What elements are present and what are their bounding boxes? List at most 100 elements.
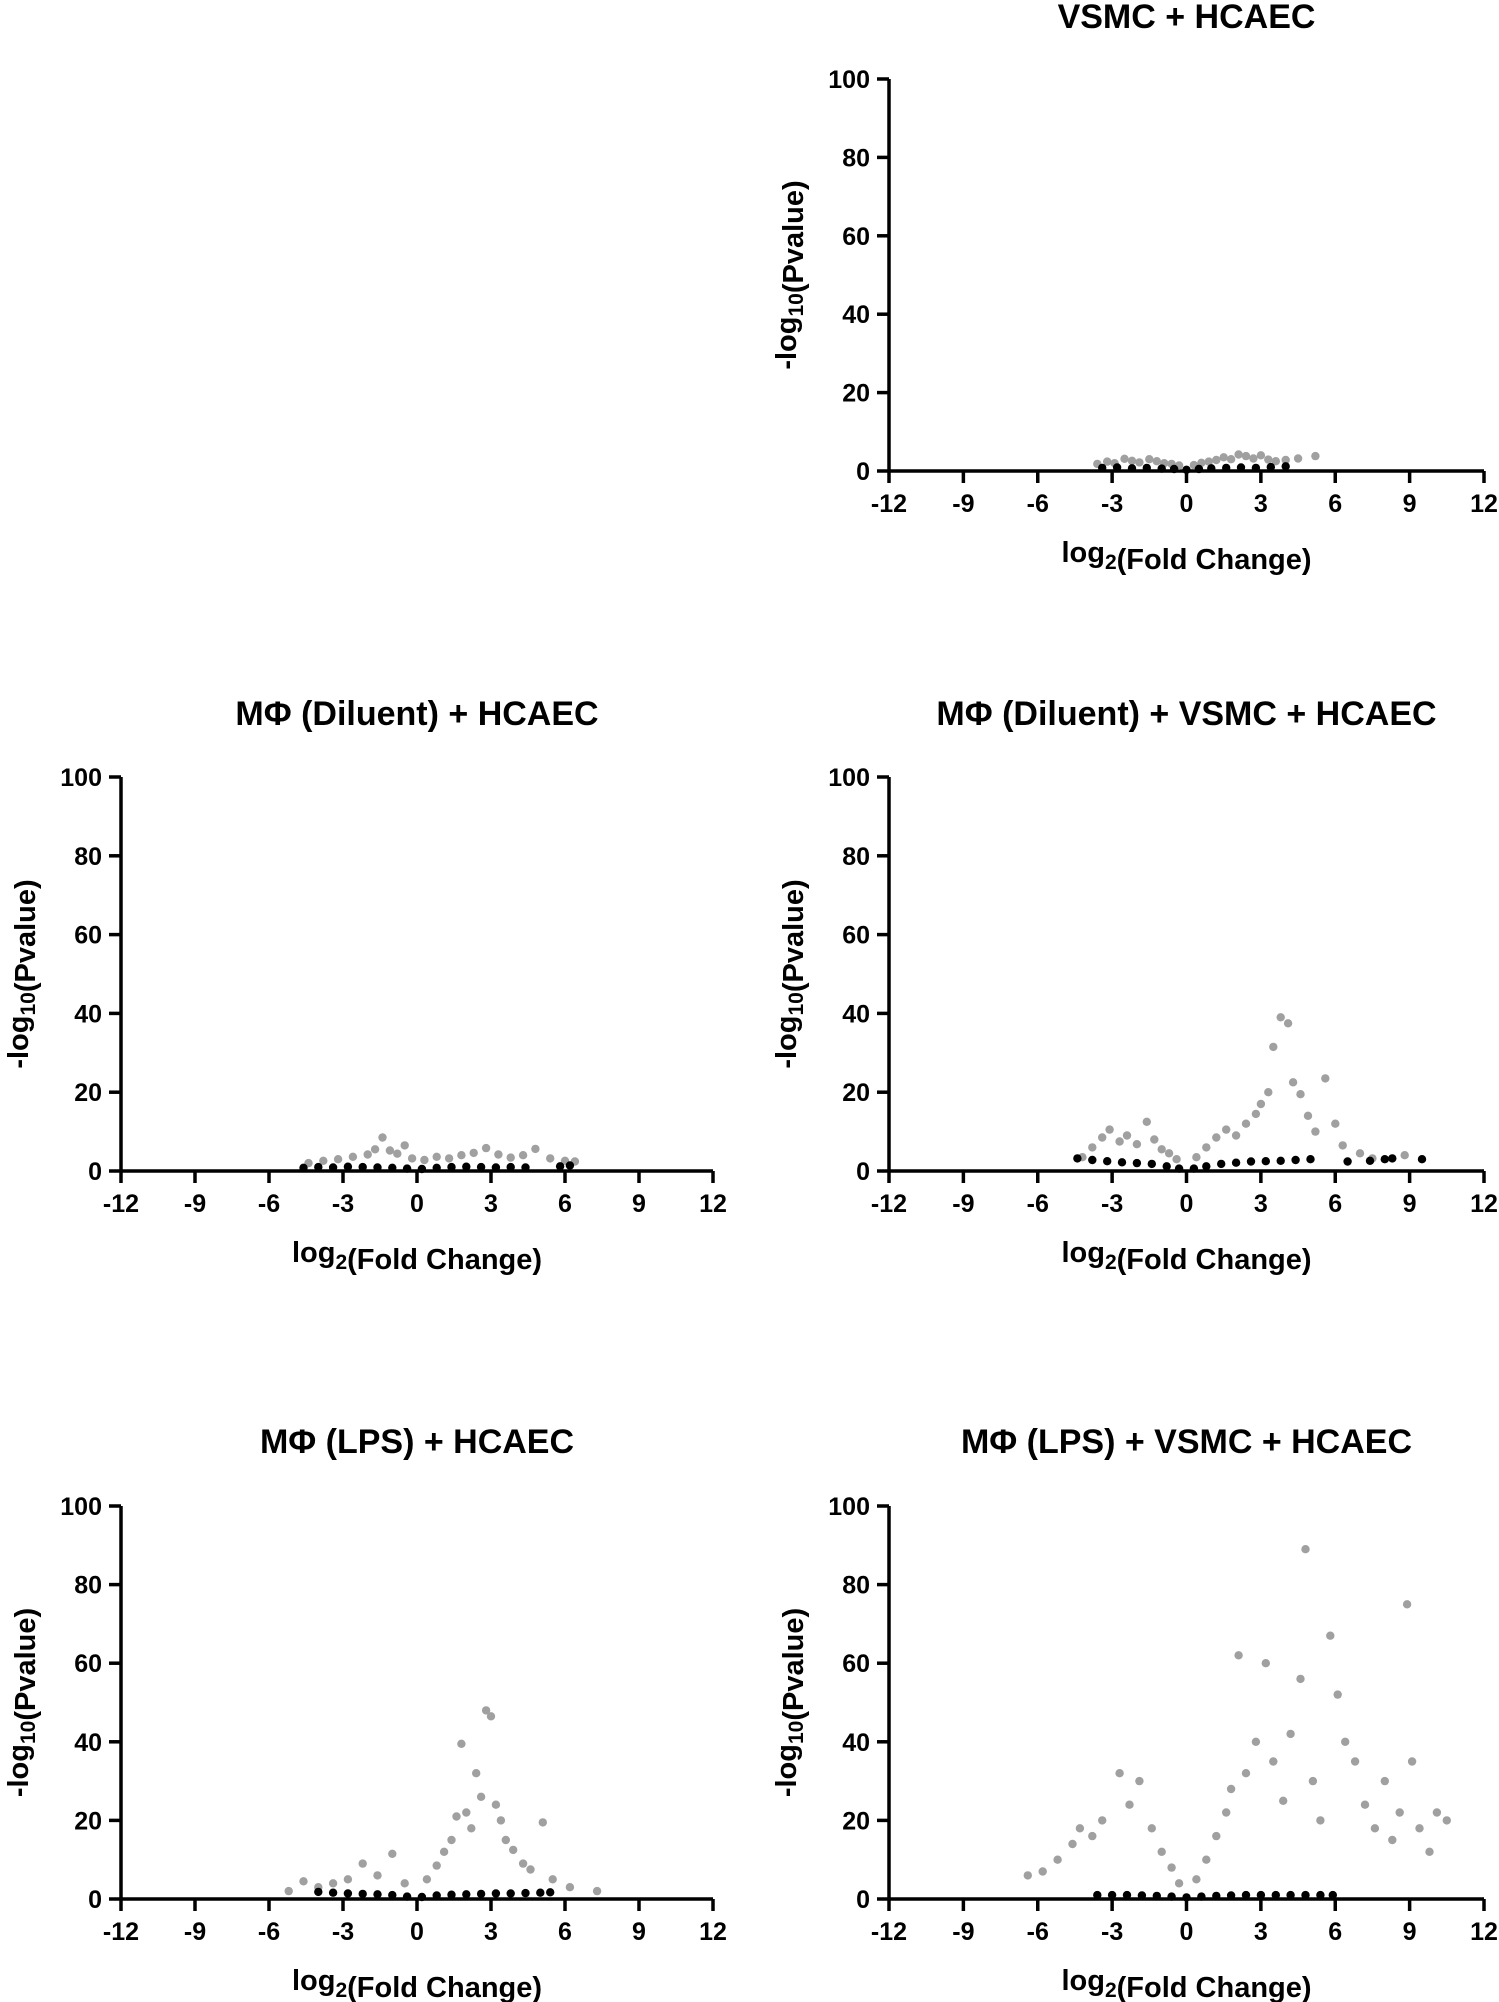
data-point [506, 1889, 515, 1898]
x-tick-label: 3 [1254, 490, 1268, 518]
data-point [1380, 1155, 1390, 1164]
data-point [506, 1162, 515, 1172]
series-2 [299, 1161, 575, 1174]
data-point [1174, 1164, 1184, 1173]
x-tick-label: 9 [1403, 490, 1417, 518]
series-1 [284, 1706, 602, 1896]
data-point [531, 1144, 540, 1154]
data-point [1316, 1890, 1325, 1900]
data-point [1182, 465, 1191, 474]
data-point [1306, 1155, 1315, 1164]
data-point [462, 1808, 471, 1817]
data-point [565, 1883, 575, 1892]
x-tick-label: -12 [871, 1918, 907, 1946]
data-point [1417, 1155, 1427, 1164]
x-tick-label: -6 [1027, 490, 1049, 518]
y-tick-label: 0 [856, 1158, 870, 1186]
series-2 [1073, 1154, 1427, 1173]
data-point [1407, 1757, 1417, 1766]
data-point [1350, 1757, 1360, 1766]
data-point [526, 1865, 535, 1874]
y-tick-label: 100 [60, 764, 102, 792]
series-1 [1078, 1013, 1409, 1164]
series-2 [1093, 1890, 1338, 1902]
data-point [1212, 1891, 1221, 1901]
data-point [333, 1155, 343, 1164]
data-point [491, 1889, 501, 1898]
data-point [358, 1859, 367, 1868]
x-axis-label: log2(Fold Change) [292, 1965, 542, 2002]
data-point [457, 1151, 466, 1160]
data-point [1088, 1155, 1097, 1165]
data-point [1432, 1808, 1442, 1817]
data-point [420, 1155, 429, 1165]
data-point [1281, 455, 1290, 465]
data-point [378, 1133, 387, 1142]
data-point [486, 1712, 496, 1721]
x-tick-label: 9 [1403, 1190, 1417, 1218]
x-tick-label: -3 [1101, 490, 1123, 518]
data-point [388, 1849, 397, 1859]
y-tick-label: 80 [842, 1572, 870, 1600]
data-point [1341, 1737, 1350, 1747]
data-point [1326, 1631, 1335, 1640]
y-axis-label: -log10(Pvalue) [3, 879, 42, 1068]
y-tick-label: 20 [74, 1079, 102, 1107]
data-point [565, 1161, 575, 1170]
data-point [1425, 1847, 1434, 1857]
x-tick-label: -12 [103, 1190, 139, 1218]
volcano-plot-1: VSMC + HCAEC -12 -9 -6 -3 0 3 6 9 12 0 20 40 60 80 100 l… [771, 0, 1498, 576]
data-point [1202, 1162, 1211, 1171]
data-point [1261, 1157, 1271, 1166]
y-tick-label: 100 [828, 1493, 870, 1521]
data-point [1246, 1157, 1256, 1166]
data-point [1115, 1137, 1124, 1146]
data-point [521, 1163, 530, 1172]
data-point [1105, 1125, 1114, 1134]
data-point [1192, 1153, 1201, 1162]
y-axis-label: -log10(Pvalue) [771, 879, 810, 1068]
data-point [548, 1875, 557, 1884]
data-point [1365, 1156, 1375, 1166]
data-point [1023, 1871, 1032, 1880]
data-point [1189, 1164, 1199, 1173]
data-point [1388, 1154, 1397, 1163]
y-tick-label: 40 [842, 301, 870, 329]
x-tick-label: -9 [952, 490, 974, 518]
data-point [1127, 464, 1137, 473]
data-point [1219, 453, 1228, 462]
data-point [1321, 1074, 1330, 1083]
data-point [1241, 1890, 1251, 1900]
x-tick-label: 9 [632, 1918, 646, 1946]
x-tick-label: 0 [1180, 1918, 1194, 1946]
series-1 [1093, 450, 1320, 470]
data-point [1388, 1835, 1397, 1845]
y-tick-label: 80 [74, 1572, 102, 1600]
data-point [476, 1162, 486, 1172]
y-tick-label: 60 [74, 1650, 102, 1678]
data-point [1380, 1776, 1390, 1786]
data-point [546, 1888, 555, 1897]
data-point [385, 1146, 395, 1155]
data-point [1117, 1158, 1127, 1167]
y-tick-label: 80 [74, 843, 102, 871]
x-tick-label: 12 [699, 1190, 727, 1218]
data-point [1212, 455, 1221, 465]
x-tick-label: -6 [1027, 1918, 1049, 1946]
data-point [1231, 1131, 1241, 1140]
data-point [1234, 1651, 1243, 1660]
x-tick-label: 3 [484, 1190, 498, 1218]
x-tick-label: 0 [1180, 1190, 1194, 1218]
x-tick-label: -3 [1101, 1918, 1123, 1946]
x-tick-label: 9 [632, 1190, 646, 1218]
data-point [1137, 1891, 1147, 1900]
y-tick-label: 0 [88, 1886, 102, 1914]
data-point [1135, 458, 1144, 467]
data-point [348, 1152, 358, 1162]
data-point [1073, 1154, 1082, 1163]
x-tick-label: 12 [1470, 490, 1498, 518]
x-axis-label: log2(Fold Change) [1061, 537, 1311, 576]
data-point [1132, 1158, 1142, 1168]
data-point [1316, 1816, 1325, 1825]
